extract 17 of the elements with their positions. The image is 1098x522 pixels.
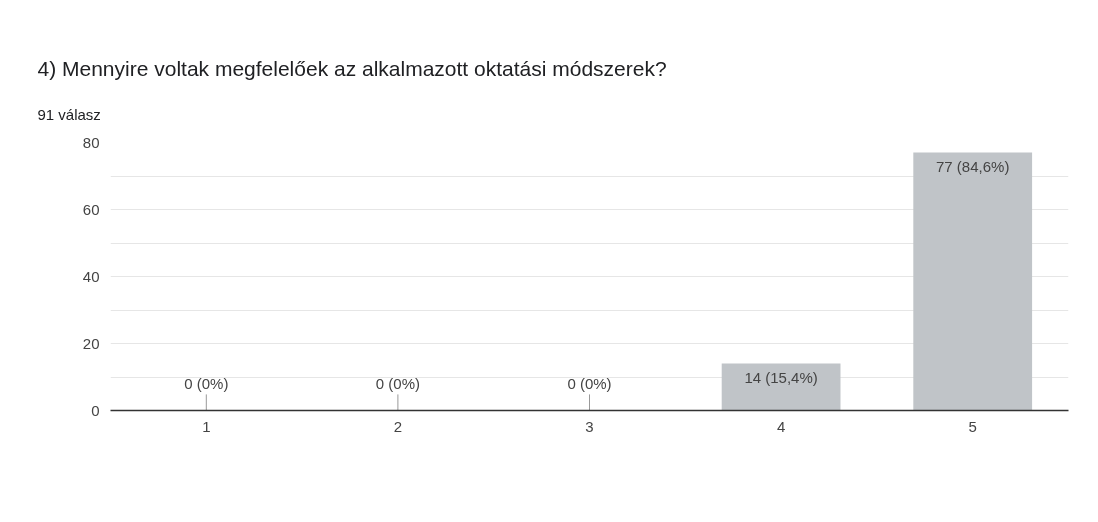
- y-tick-label: 80: [82, 133, 100, 151]
- data-label: 14 (15,4%): [744, 368, 818, 386]
- x-tick-label: 2: [393, 417, 403, 435]
- y-tick-label: 60: [82, 200, 100, 218]
- x-tick-label: 3: [585, 417, 594, 435]
- data-label: 77 (84,6%): [936, 157, 1010, 175]
- y-tick-label: 0: [91, 401, 100, 419]
- x-tick-label: 4: [776, 417, 786, 435]
- y-tick-label: 40: [82, 267, 100, 285]
- data-label: 0 (0%): [184, 375, 229, 393]
- x-tick-label: 1: [202, 417, 211, 435]
- chart-subtitle: 91 válasz: [37, 105, 101, 123]
- x-tick-label: 5: [968, 417, 977, 435]
- chart-title: 4) Mennyire voltak megfelelőek az alkalmazott oktatási módszerek?: [37, 56, 667, 80]
- data-label: 0 (0%): [375, 375, 420, 393]
- data-label: 0 (0%): [567, 375, 612, 393]
- y-tick-label: 20: [82, 334, 100, 352]
